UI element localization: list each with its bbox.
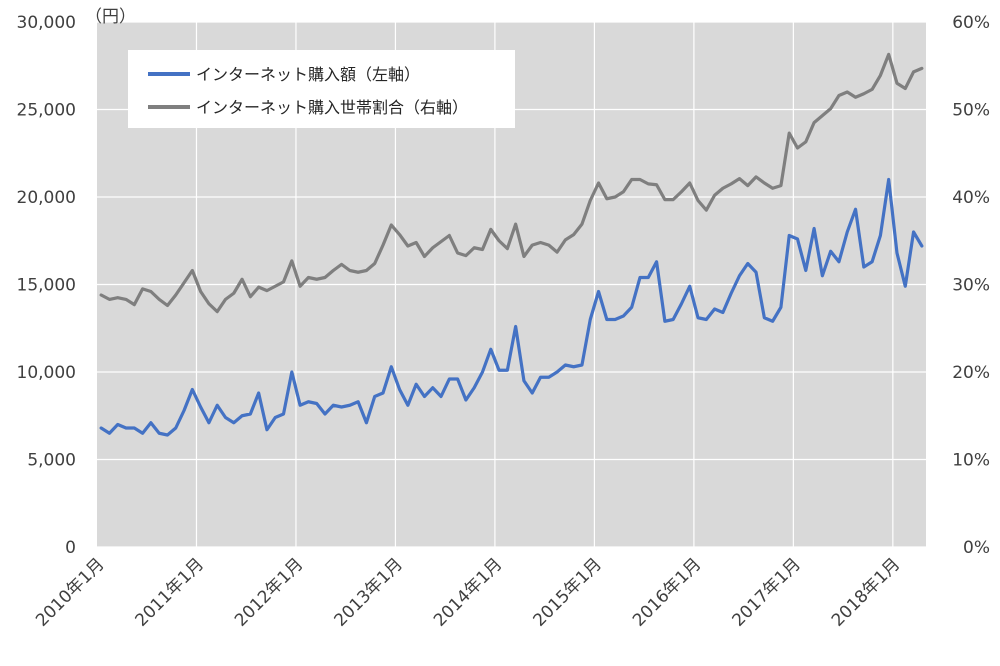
- left-tick-label: 15,000: [17, 276, 76, 296]
- legend: インターネット購入額（左軸） インターネット購入世帯割合（右軸）: [128, 50, 515, 128]
- series-line-household-ratio: [99, 52, 924, 314]
- right-tick-label: 0%: [963, 538, 990, 558]
- right-tick-label: 60%: [952, 13, 990, 33]
- legend-box: [128, 50, 515, 128]
- left-tick-label: 10,000: [17, 363, 76, 383]
- right-tick-label: 50%: [952, 101, 990, 121]
- left-axis: 0 5,000 10,000 15,000 20,000 25,000 30,000: [17, 13, 76, 558]
- x-axis: 2010年1月 2011年1月 2012年1月 2013年1月 2014年1月 2015年…: [32, 554, 904, 630]
- left-tick-label: 5,000: [27, 451, 76, 471]
- x-tick-label: 2013年1月: [331, 554, 407, 630]
- left-tick-label: 20,000: [17, 188, 76, 208]
- x-tick-label: 2017年1月: [728, 554, 804, 630]
- left-tick-label: 0: [65, 538, 76, 558]
- x-tick-label: 2011年1月: [132, 554, 208, 630]
- x-tick-label: 2015年1月: [530, 554, 606, 630]
- unit-label: （円）: [85, 7, 136, 27]
- series-lines: [99, 52, 924, 437]
- series-line-purchase-amount: [99, 177, 924, 437]
- right-axis: 0% 10% 20% 30% 40% 50% 60%: [952, 13, 990, 558]
- right-tick-label: 40%: [952, 188, 990, 208]
- left-tick-label: 25,000: [17, 101, 76, 121]
- x-tick-label: 2012年1月: [231, 554, 307, 630]
- left-tick-label: 30,000: [17, 13, 76, 33]
- legend-label-purchase-amount: インターネット購入額（左軸）: [196, 65, 420, 84]
- x-tick-label: 2010年1月: [32, 554, 108, 630]
- right-tick-label: 30%: [952, 276, 990, 296]
- legend-label-household-ratio: インターネット購入世帯割合（右軸）: [196, 98, 468, 117]
- x-tick-label: 2018年1月: [828, 554, 904, 630]
- right-tick-label: 20%: [952, 363, 990, 383]
- right-tick-label: 10%: [952, 451, 990, 471]
- x-tick-label: 2016年1月: [629, 554, 705, 630]
- x-tick-label: 2014年1月: [430, 554, 506, 630]
